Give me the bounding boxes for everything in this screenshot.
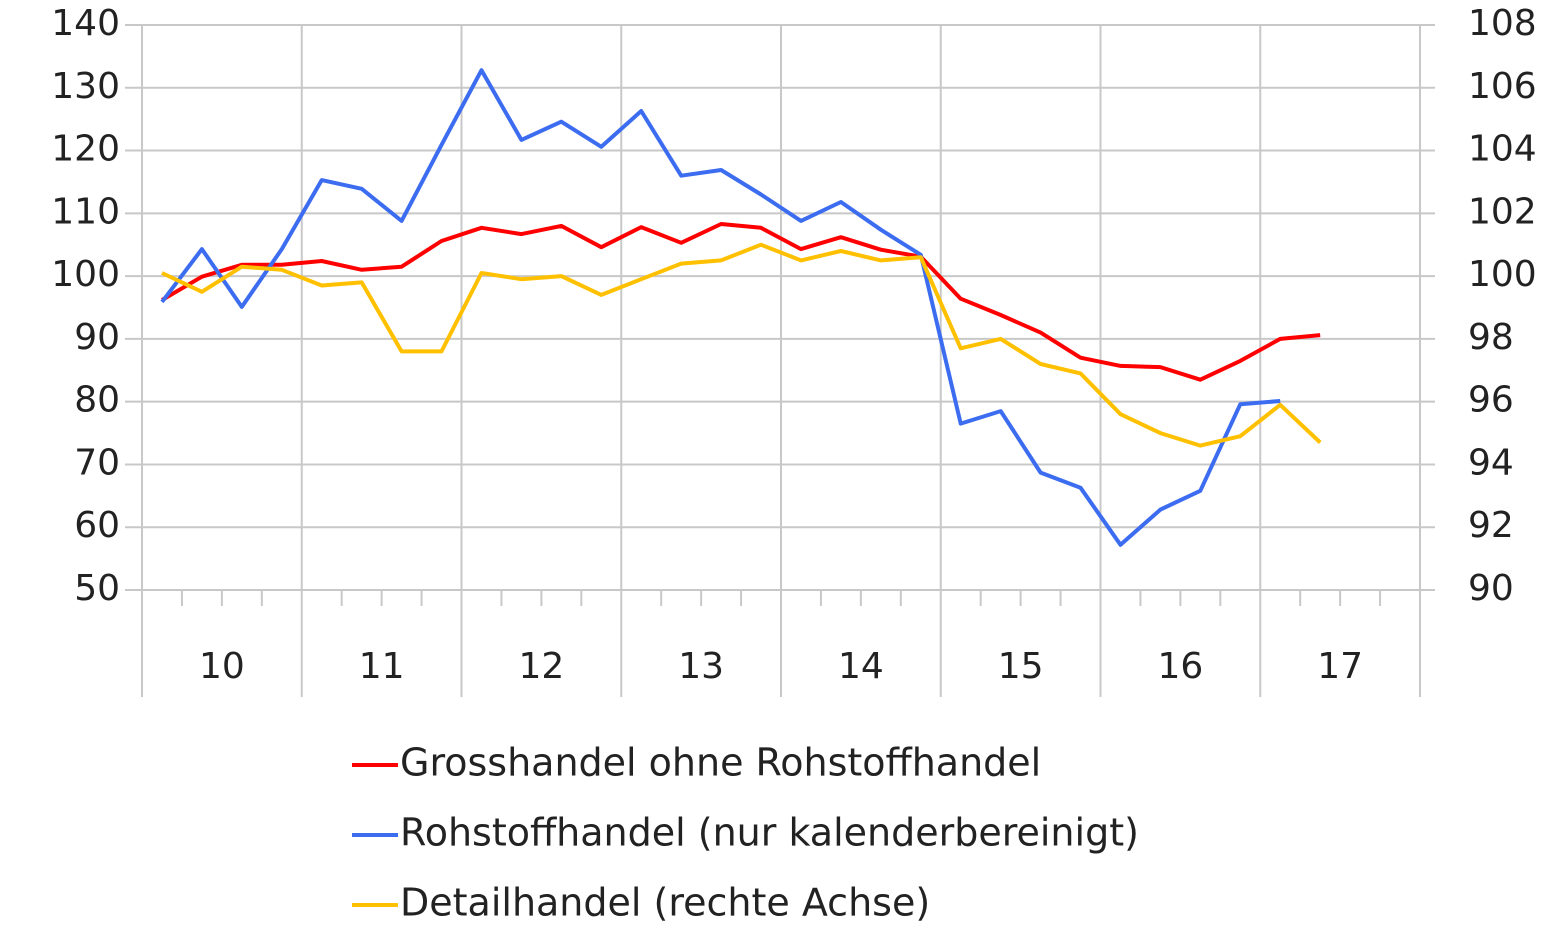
y-tick-label: 100 — [51, 254, 120, 295]
y-tick-label: 120 — [51, 129, 120, 170]
y2-tick-label: 104 — [1468, 129, 1537, 170]
y-tick-label: 130 — [51, 66, 120, 107]
y2-tick-label: 108 — [1468, 3, 1537, 44]
series-line — [160, 222, 1321, 382]
x-tick-label: 13 — [678, 646, 724, 687]
y-tick-label: 140 — [51, 3, 120, 44]
x-tick-label: 16 — [1157, 646, 1203, 687]
y2-tick-label: 100 — [1468, 254, 1537, 295]
legend-label: Detailhandel (rechte Achse) — [400, 881, 930, 925]
y-tick-label: 110 — [51, 191, 120, 232]
y2-tick-label: 90 — [1468, 568, 1514, 609]
y2-tick-label: 102 — [1468, 191, 1537, 232]
legend-label: Rohstoffhandel (nur kalenderbereinigt) — [400, 811, 1139, 855]
x-tick-label: 12 — [518, 646, 564, 687]
series-line — [160, 68, 1281, 547]
y2-tick-label: 92 — [1468, 505, 1514, 546]
series-line — [161, 242, 1322, 448]
legend-label: Grosshandel ohne Rohstoffhandel — [400, 741, 1041, 785]
y2-tick-label: 98 — [1468, 317, 1514, 358]
x-tick-label: 15 — [998, 646, 1044, 687]
y-tick-label: 90 — [74, 317, 120, 358]
x-tick-label: 11 — [359, 646, 405, 687]
y2-tick-label: 94 — [1468, 442, 1514, 483]
x-tick-label: 17 — [1317, 646, 1363, 687]
y-tick-label: 60 — [74, 505, 120, 546]
y2-tick-label: 106 — [1468, 66, 1537, 107]
x-tick-label: 14 — [838, 646, 884, 687]
y-tick-label: 70 — [74, 442, 120, 483]
x-tick-label: 10 — [199, 646, 245, 687]
y-tick-label: 50 — [74, 568, 120, 609]
y2-tick-label: 96 — [1468, 380, 1514, 421]
y-tick-label: 80 — [74, 380, 120, 421]
